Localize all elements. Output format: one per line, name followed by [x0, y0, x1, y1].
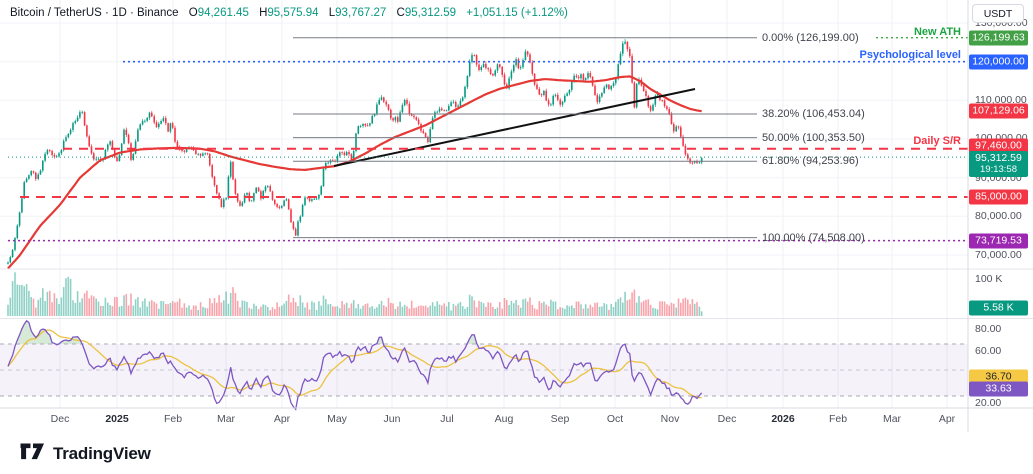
- time-label-month: Feb: [163, 413, 183, 425]
- ohlc-low: L93,767.27: [328, 7, 387, 19]
- fib-label-382: 38.20% (106,453.04): [762, 108, 865, 120]
- rsi-tick-label: 80.00: [975, 323, 1002, 335]
- price-level-badge: 107,129.06: [969, 103, 1028, 119]
- time-label-month: Sep: [550, 413, 570, 425]
- time-label-year: 2025: [105, 413, 129, 425]
- ohlc-close: C95,312.59: [396, 7, 457, 19]
- price-level-badge: 120,000.00: [969, 54, 1028, 70]
- current-price-badge: 95,312.59 19:13:58: [969, 151, 1028, 177]
- tradingview-logo-icon: [20, 443, 45, 465]
- time-label-month: Dec: [50, 413, 70, 425]
- rsi-value-badge: 33.63: [969, 381, 1028, 397]
- price-level-badge: 73,719.53: [969, 233, 1028, 249]
- price-tick-label: 110,000.00: [975, 94, 1027, 106]
- time-label-month: Nov: [660, 413, 680, 425]
- time-label-month: Aug: [494, 413, 514, 425]
- ohlc-high: H95,575.94: [259, 7, 319, 19]
- price-level-badge: 97,460.00: [969, 138, 1028, 154]
- time-label-month: Mar: [882, 413, 902, 425]
- time-label-month: Mar: [216, 413, 236, 425]
- ohlc-open: O94,261.45: [188, 7, 249, 19]
- tradingview-logo-text: TradingView: [53, 444, 151, 463]
- annotation-daily-sr: Daily S/R: [913, 135, 961, 147]
- time-label-month: Oct: [606, 413, 624, 425]
- currency-toggle-button[interactable]: USDT: [972, 4, 1024, 23]
- time-label-month: Apr: [273, 413, 291, 425]
- fib-label-0: 0.00% (126,199.00): [762, 32, 859, 44]
- time-label-month: Dec: [717, 413, 737, 425]
- time-label-month: Apr: [938, 413, 956, 425]
- time-label-month: May: [327, 413, 347, 425]
- volume-value-badge: 5.58 K: [969, 300, 1028, 316]
- time-label-month: Jul: [440, 413, 454, 425]
- time-label-month: Jun: [383, 413, 401, 425]
- rsi-tick-label: 60.00: [975, 345, 1002, 357]
- annotation-new-ath: New ATH: [913, 26, 961, 38]
- symbol-legend: Bitcoin / TetherUS · 1D · Binance O94,26…: [10, 7, 568, 19]
- symbol-title[interactable]: Bitcoin / TetherUS · 1D · Binance: [10, 7, 179, 19]
- rsi-tick-label: 20.00: [975, 397, 1002, 409]
- annotation-psychological: Psychological level: [859, 49, 962, 61]
- tradingview-logo[interactable]: TradingView: [20, 443, 151, 465]
- volume-tick-label: 100 K: [975, 273, 1003, 285]
- rsi-value-badge: 36.70: [969, 369, 1028, 385]
- fib-label-100: 100.00% (74,508.00): [762, 232, 865, 244]
- price-tick-label: 70,000.00: [975, 249, 1022, 261]
- time-label-year: 2026: [771, 413, 795, 425]
- fib-label-618: 61.80% (94,253.96): [762, 155, 859, 167]
- fib-label-50: 50.00% (100,353.50): [762, 132, 865, 144]
- time-label-month: Feb: [828, 413, 848, 425]
- price-tick-label: 80,000.00: [975, 210, 1022, 222]
- price-change: +1,051.15 (+1.12%): [466, 7, 568, 19]
- price-level-badge: 126,199.63: [969, 30, 1028, 46]
- price-level-badge: 85,000.00: [969, 189, 1028, 205]
